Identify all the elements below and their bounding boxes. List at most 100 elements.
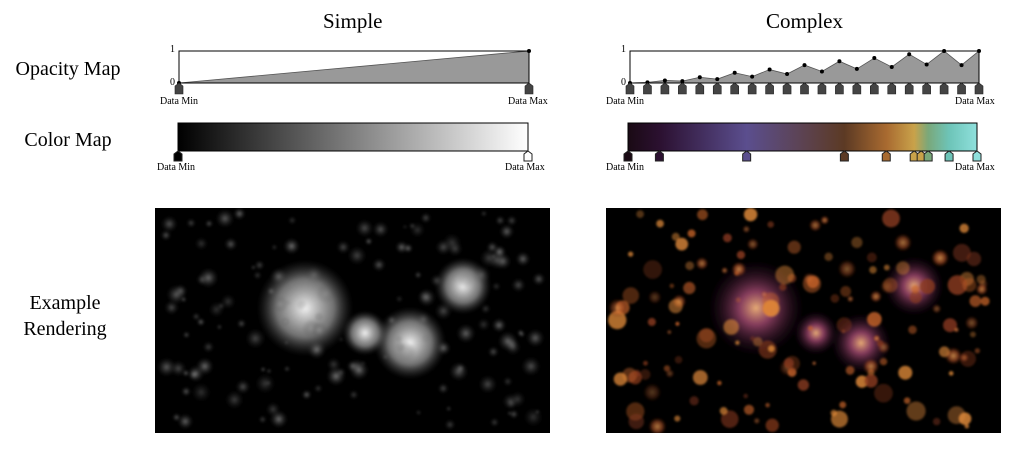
complex-blobs-particle-114 [643,260,662,279]
complex-blobs-particle-33 [671,232,680,241]
complex-blobs-particle-98 [964,315,979,331]
simple-blobs-particle-14 [183,331,190,339]
simple-opacity-label-0: 0 [170,77,175,88]
simple-blobs-particle-76 [444,419,456,430]
simple-blobs-particle-147 [499,224,515,239]
complex-opacity-map[interactable] [625,49,984,100]
simple-blobs-particle-126 [315,283,336,304]
complex-blobs-particle-141 [613,372,628,386]
complex-blobs-particle-89 [742,225,751,234]
complex-blobs-particle-41 [836,317,852,333]
complex-opacity-point-9 [785,72,790,77]
complex-blobs-particle-35 [647,417,667,433]
complex-blobs-particle-95 [953,326,960,333]
simple-blobs-particle-144 [436,340,451,356]
simple-color-handle-1 [523,150,533,162]
complex-blobs-particle-61 [980,296,990,306]
complex-blobs-particle-109 [845,366,855,375]
complex-blobs-particle-99 [969,295,982,307]
complex-blobs-particle-19 [851,236,863,249]
simple-blobs-particle-145 [245,328,266,349]
complex-opacity-handle-20 [974,82,984,95]
simple-blobs-particle-119 [365,237,373,245]
simple-blobs-particle-31 [455,363,466,374]
complex-color-map[interactable] [623,122,982,162]
simple-blobs-particle-67 [420,212,432,224]
simple-blobs-particle-38 [480,210,487,217]
complex-blobs-particle-70 [668,299,683,314]
simple-blobs-particle-42 [430,274,443,287]
complex-blobs-particle-103 [806,276,819,289]
complex-color-bar [627,122,978,152]
complex-blobs-particle-116 [696,328,717,349]
complex-opacity-label-1: 1 [621,44,626,55]
simple-blobs-particle-149 [509,391,526,408]
complex-blobs-particle-2 [736,250,746,260]
complex-blobs-particle-8 [872,334,881,343]
complex-opacity-handle-15 [887,82,897,95]
complex-opacity-data-min: Data Min [606,96,645,107]
simple-blobs-particle-12 [386,315,397,326]
simple-blobs-particle-140 [418,290,432,303]
simple-blobs-cluster-3 [343,311,387,355]
simple-blobs-particle-7 [347,246,367,265]
complex-blobs-particle-143 [665,368,675,379]
complex-opacity-handle-13 [852,82,862,95]
simple-blobs-particle-113 [192,312,201,321]
complex-opacity-handle-1 [643,82,652,95]
complex-blobs-particle-9 [723,319,739,335]
complex-opacity-point-10 [802,63,807,68]
simple-blobs-particle-107 [396,341,417,362]
complex-blobs-particle-147 [948,371,954,376]
simple-opacity-area [178,50,530,84]
simple-blobs-particle-143 [507,411,512,416]
complex-blobs-particle-12 [962,278,977,293]
complex-blobs-particle-106 [959,350,976,367]
complex-blobs-particle-39 [768,345,775,352]
complex-blobs-particle-76 [787,240,801,254]
complex-blobs-particle-88 [931,303,942,314]
simple-blobs-particle-91 [181,386,191,397]
complex-blobs-particle-135 [674,415,681,422]
simple-blobs-particle-10 [421,334,430,343]
simple-blobs-particle-93 [202,341,215,353]
simple-blobs-particle-132 [157,357,177,377]
complex-blobs-particle-14 [695,256,709,271]
complex-blobs-particle-31 [731,261,747,278]
complex-blobs-particle-58 [627,251,634,257]
complex-blobs-particle-3 [669,283,675,289]
complex-blobs-particle-129 [685,261,695,271]
simple-blobs-particle-11 [532,272,546,286]
complex-blobs-particle-69 [976,274,986,284]
complex-opacity-handle-8 [765,82,774,95]
complex-opacity-point-17 [924,62,929,67]
simple-blobs-particle-18 [372,221,389,238]
complex-blobs-particle-125 [830,409,838,417]
simple-blobs-particle-125 [182,369,190,377]
complex-opacity-point-13 [854,66,859,71]
complex-opacity-point-15 [889,65,894,69]
complex-opacity-handle-11 [817,82,827,95]
simple-color-data-min: Data Min [157,162,196,173]
simple-blobs-particle-108 [355,219,374,237]
simple-blobs-particle-95 [336,240,350,254]
complex-opacity-handle-10 [800,82,809,95]
simple-blobs-particle-72 [338,337,344,342]
complex-blobs-particle-46 [734,270,739,276]
complex-blobs-particle-6 [947,275,968,295]
complex-blobs-particle-91 [746,237,760,251]
simple-blobs-particle-63 [172,413,181,422]
simple-blobs-particle-62 [301,389,312,400]
simple-opacity-map[interactable] [174,49,534,100]
complex-opacity-point-11 [819,69,824,74]
complex-blobs-particle-60 [656,219,664,228]
simple-blobs-particle-121 [326,357,341,372]
simple-blobs-particle-16 [194,237,208,250]
complex-blobs-particle-71 [840,286,852,297]
complex-opacity-data-max: Data Max [955,96,995,107]
complex-blobs-particle-93 [647,290,662,305]
complex-blobs-particle-148 [675,321,680,326]
row-label-opacity-map: Opacity Map [15,58,121,80]
complex-blobs-particle-115 [898,365,913,380]
simple-color-map[interactable] [173,122,533,162]
